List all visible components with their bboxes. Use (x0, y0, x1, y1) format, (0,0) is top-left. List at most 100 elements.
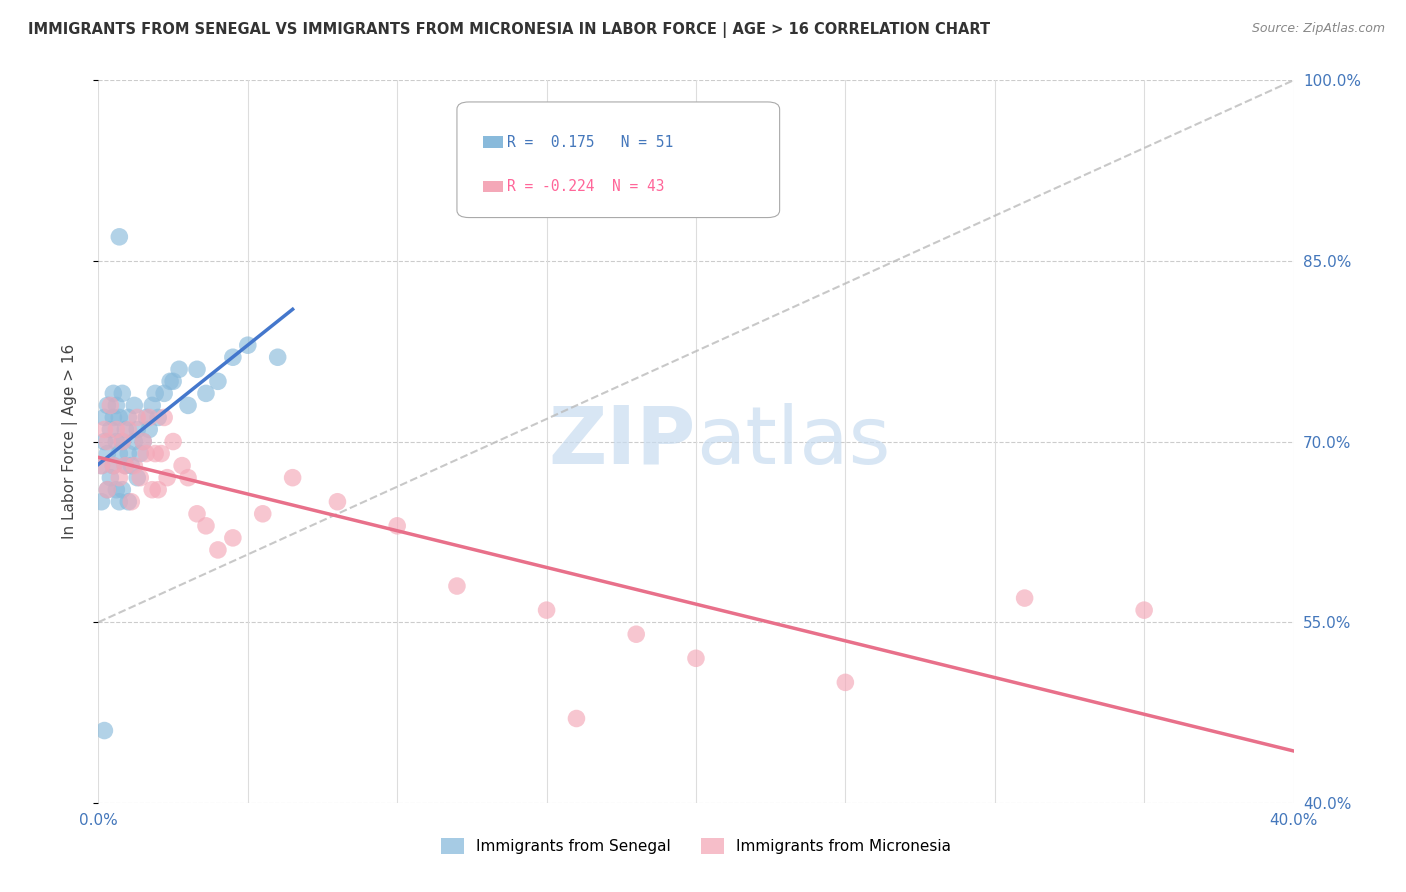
Point (135, 410, 157, 425)
Point (90, 494, 112, 508)
Point (186, 362, 208, 376)
Point (103, 458, 125, 473)
Point (105, 398, 128, 412)
Point (127, 422, 149, 436)
Point (105, 422, 128, 436)
Point (93, 723, 115, 738)
Point (127, 410, 149, 425)
Point (129, 470, 152, 484)
Point (105, 434, 128, 449)
Point (385, 518, 409, 533)
Point (281, 470, 304, 484)
Point (138, 422, 160, 436)
Point (195, 386, 218, 401)
Point (207, 374, 229, 388)
Point (111, 386, 134, 401)
Point (177, 470, 200, 484)
Point (108, 446, 131, 460)
Point (108, 494, 131, 508)
Point (103, 410, 125, 425)
Point (195, 518, 218, 533)
Point (132, 434, 155, 449)
Point (207, 542, 229, 557)
Point (124, 458, 146, 473)
Point (117, 422, 139, 436)
Text: R = -0.224  N = 43: R = -0.224 N = 43 (506, 179, 664, 194)
Point (129, 446, 152, 460)
Point (236, 338, 259, 352)
Point (117, 446, 139, 460)
Point (120, 458, 142, 473)
Y-axis label: In Labor Force | Age > 16: In Labor Force | Age > 16 (62, 344, 77, 539)
Point (153, 410, 176, 425)
Point (1014, 591, 1036, 606)
Legend: Immigrants from Senegal, Immigrants from Micronesia: Immigrants from Senegal, Immigrants from… (434, 832, 957, 860)
Text: atlas: atlas (696, 402, 890, 481)
Text: IMMIGRANTS FROM SENEGAL VS IMMIGRANTS FROM MICRONESIA IN LABOR FORCE | AGE > 16 : IMMIGRANTS FROM SENEGAL VS IMMIGRANTS FR… (28, 22, 990, 38)
Point (96, 434, 118, 449)
Point (141, 398, 163, 412)
Point (148, 410, 170, 425)
Point (114, 458, 136, 473)
Point (626, 627, 648, 641)
Point (222, 531, 245, 545)
Point (103, 458, 125, 473)
Point (93, 434, 115, 449)
Point (103, 386, 125, 401)
Point (326, 494, 349, 508)
Point (177, 398, 200, 412)
Point (96, 446, 118, 460)
Point (98, 470, 122, 484)
Point (124, 398, 146, 412)
Point (1133, 603, 1156, 617)
Point (685, 651, 707, 665)
Point (150, 446, 173, 460)
Point (108, 410, 131, 425)
Point (138, 410, 160, 425)
Point (120, 494, 142, 508)
Point (159, 374, 181, 388)
Point (143, 446, 166, 460)
Point (117, 410, 139, 425)
Point (135, 446, 157, 460)
Point (186, 507, 208, 521)
Point (114, 422, 136, 436)
Point (222, 350, 245, 364)
Point (834, 675, 856, 690)
Point (114, 458, 136, 473)
Point (96, 483, 118, 497)
Point (111, 434, 134, 449)
Point (127, 470, 149, 484)
Point (172, 458, 194, 473)
Point (132, 434, 155, 449)
Point (105, 483, 128, 497)
Point (141, 483, 163, 497)
Point (96, 398, 118, 412)
Point (143, 386, 166, 401)
Point (124, 434, 146, 449)
Text: R =  0.175   N = 51: R = 0.175 N = 51 (506, 135, 673, 150)
Point (93, 410, 115, 425)
Point (156, 470, 179, 484)
Point (90, 458, 112, 473)
FancyBboxPatch shape (457, 102, 780, 218)
Point (252, 507, 274, 521)
Bar (484, 136, 503, 147)
Point (117, 494, 139, 508)
Point (98, 422, 122, 436)
Point (153, 386, 176, 401)
Point (98, 398, 122, 412)
Point (108, 470, 131, 484)
Point (267, 350, 290, 364)
Text: ZIP: ZIP (548, 402, 696, 481)
Point (96, 483, 118, 497)
Point (148, 483, 170, 497)
Point (162, 374, 184, 388)
Point (162, 434, 184, 449)
Point (111, 434, 134, 449)
Text: Source: ZipAtlas.com: Source: ZipAtlas.com (1251, 22, 1385, 36)
Point (167, 362, 190, 376)
Point (93, 422, 115, 436)
Bar (484, 181, 503, 192)
Point (111, 483, 134, 497)
